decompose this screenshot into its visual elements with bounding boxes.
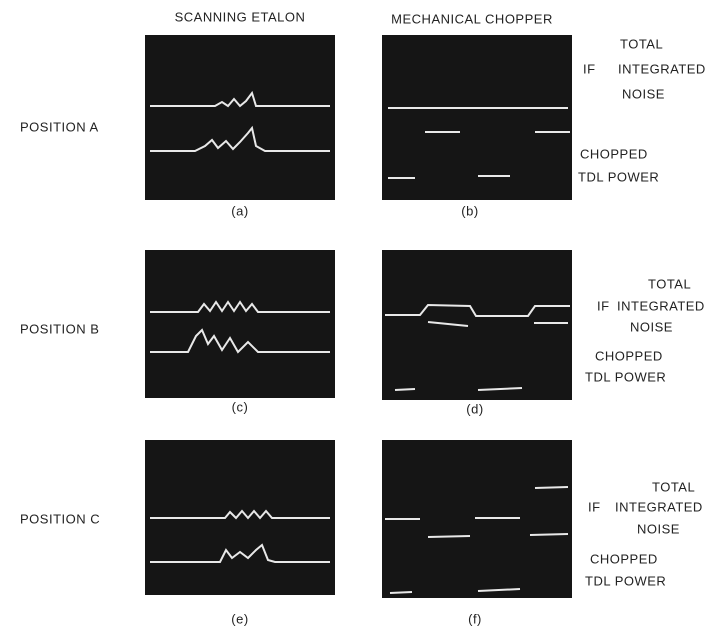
side-label: CHOPPED: [595, 348, 663, 363]
caption: (c): [232, 399, 249, 414]
caption: (a): [231, 203, 248, 218]
side-label: IF: [583, 61, 596, 76]
side-label: INTEGRATED: [615, 499, 703, 514]
side-label: INTEGRATED: [617, 298, 705, 313]
caption: (e): [231, 611, 248, 626]
trace: [428, 536, 470, 537]
column-header: MECHANICAL CHOPPER: [391, 11, 553, 26]
side-label: TDL POWER: [578, 169, 659, 184]
side-label: CHOPPED: [580, 146, 648, 161]
side-label: TOTAL: [648, 276, 691, 291]
photo-panel: [382, 35, 572, 200]
side-label: IF: [597, 298, 610, 313]
side-label: CHOPPED: [590, 551, 658, 566]
side-label: NOISE: [622, 86, 665, 101]
side-label: TDL POWER: [585, 573, 666, 588]
trace: [390, 592, 412, 593]
row-label: POSITION B: [20, 321, 99, 336]
side-label: INTEGRATED: [618, 61, 706, 76]
caption: (d): [466, 401, 483, 416]
trace: [535, 487, 568, 488]
side-label: TOTAL: [652, 479, 695, 494]
figure: SCANNING ETALON MECHANICAL CHOPPER POSIT…: [0, 0, 712, 635]
side-label: NOISE: [630, 319, 673, 334]
trace: [395, 389, 415, 390]
side-label: NOISE: [637, 521, 680, 536]
photo-panel: [145, 35, 335, 200]
trace: [530, 534, 568, 535]
row-label: POSITION C: [20, 511, 100, 526]
side-label: TDL POWER: [585, 369, 666, 384]
caption: (f): [468, 611, 482, 626]
caption: (b): [461, 203, 478, 218]
row-label: POSITION A: [20, 119, 99, 134]
column-header: SCANNING ETALON: [175, 9, 306, 24]
photo-panel: [145, 250, 335, 398]
photo-panel: [382, 250, 572, 400]
side-label: TOTAL: [620, 36, 663, 51]
side-label: IF: [588, 499, 601, 514]
